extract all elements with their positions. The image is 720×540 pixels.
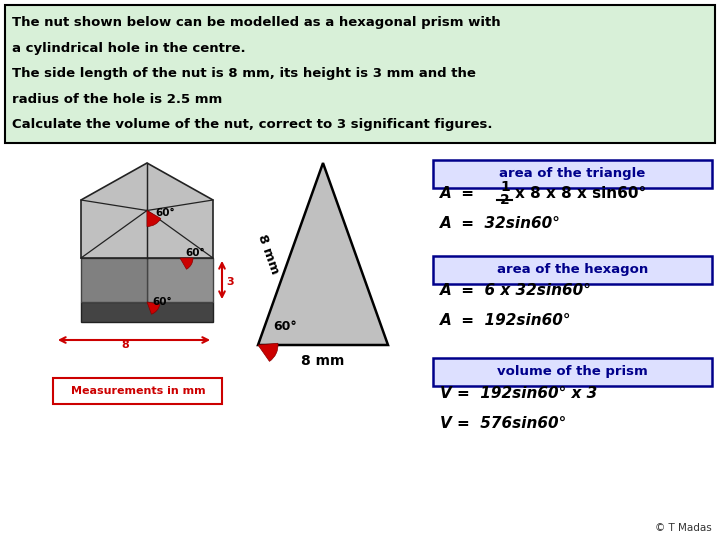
FancyBboxPatch shape [433,160,712,188]
Text: area of the hexagon: area of the hexagon [497,264,648,276]
Text: area of the triangle: area of the triangle [500,167,646,180]
Text: 60°: 60° [155,207,175,218]
Text: A  =: A = [440,186,475,201]
FancyBboxPatch shape [433,358,712,386]
Wedge shape [180,258,193,269]
Text: Calculate the volume of the nut, correct to 3 significant figures.: Calculate the volume of the nut, correct… [12,118,492,131]
FancyBboxPatch shape [53,378,222,404]
Text: 60°: 60° [152,297,171,307]
Text: volume of the prism: volume of the prism [497,366,648,379]
Text: 60°: 60° [185,248,204,258]
Wedge shape [258,343,278,361]
FancyBboxPatch shape [433,256,712,284]
Text: A  =  6 x 32sin60°: A = 6 x 32sin60° [440,283,592,298]
Polygon shape [81,302,213,322]
Wedge shape [147,211,161,226]
FancyBboxPatch shape [5,5,715,143]
Text: 2: 2 [500,193,510,207]
Text: The nut shown below can be modelled as a hexagonal prism with: The nut shown below can be modelled as a… [12,16,500,29]
Polygon shape [258,163,388,345]
Text: A  =  32sin60°: A = 32sin60° [440,216,561,231]
Polygon shape [81,163,213,258]
Text: radius of the hole is 2.5 mm: radius of the hole is 2.5 mm [12,93,222,106]
Text: 8 mm: 8 mm [301,354,345,368]
Text: 1: 1 [500,180,510,194]
Text: x 8 x 8 x sin60°: x 8 x 8 x sin60° [515,186,647,201]
Text: V =  192sin60° x 3: V = 192sin60° x 3 [440,386,598,401]
Wedge shape [147,302,160,314]
Text: a cylindrical hole in the centre.: a cylindrical hole in the centre. [12,42,246,55]
Text: V =  576sin60°: V = 576sin60° [440,416,566,431]
Text: The side length of the nut is 8 mm, its height is 3 mm and the: The side length of the nut is 8 mm, its … [12,67,476,80]
Polygon shape [147,258,213,302]
Text: 8 mm: 8 mm [256,232,282,275]
Text: 60°: 60° [273,320,297,333]
Text: Measurements in mm: Measurements in mm [71,386,205,396]
Text: © T Madas: © T Madas [655,523,712,533]
Text: A  =  192sin60°: A = 192sin60° [440,313,572,328]
Text: 8: 8 [121,340,129,350]
Text: 3: 3 [226,277,233,287]
Polygon shape [81,258,147,302]
